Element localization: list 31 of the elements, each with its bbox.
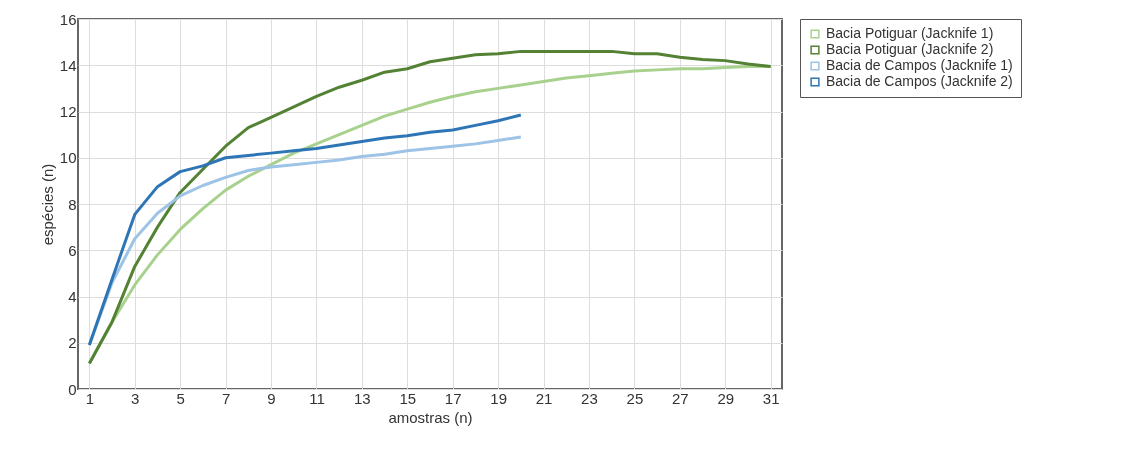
x-tick-label: 29 — [717, 389, 735, 407]
y-tick-label: 4 — [68, 288, 77, 305]
x-tick-label: 23 — [581, 389, 598, 407]
x-tick-label: 13 — [354, 389, 371, 407]
x-tick-label: 1 — [85, 389, 95, 407]
x-tick-label: 11 — [309, 389, 325, 407]
x-tick-label: 3 — [131, 389, 140, 407]
legend-label: Bacia Potiguar (Jacknife 2) — [826, 41, 994, 57]
x-tick-label: 7 — [221, 389, 231, 407]
legend-label: Bacia de Campos (Jacknife 1) — [826, 57, 1013, 73]
x-tick-label: 27 — [671, 389, 689, 407]
y-tick-label: 0 — [68, 380, 77, 398]
x-tick-label: 21 — [535, 389, 553, 407]
legend-label: Bacia de Campos (Jacknife 2) — [826, 73, 1013, 89]
x-axis-title: amostras (n) — [388, 408, 473, 426]
x-tick-label: 25 — [626, 389, 644, 407]
y-tick-label: 14 — [59, 56, 77, 74]
y-tick-label: 6 — [68, 241, 77, 259]
y-tick-label: 12 — [59, 103, 77, 120]
x-tick-label: 5 — [176, 389, 185, 407]
y-tick-label: 16 — [59, 10, 77, 28]
y-tick-label: 10 — [59, 149, 77, 167]
x-tick-label: 9 — [267, 389, 276, 407]
y-axis-title: espécies (n) — [38, 163, 56, 246]
y-tick-label: 2 — [68, 334, 77, 352]
y-tick-label: 8 — [68, 195, 77, 213]
x-tick-label: 31 — [762, 389, 780, 407]
x-tick-label: 15 — [399, 389, 417, 407]
legend-label: Bacia Potiguar (Jacknife 1) — [826, 25, 994, 41]
x-tick-label: 17 — [444, 389, 462, 407]
x-tick-label: 19 — [490, 389, 507, 407]
